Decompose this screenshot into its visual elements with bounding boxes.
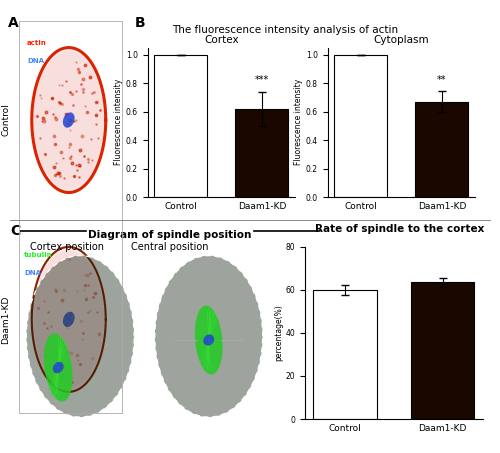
Bar	[154, 55, 207, 197]
Text: Central position: Central position	[131, 242, 209, 252]
Ellipse shape	[68, 119, 70, 121]
Polygon shape	[34, 251, 104, 388]
Y-axis label: Fluorescence intensity: Fluorescence intensity	[114, 79, 123, 165]
Ellipse shape	[26, 255, 134, 417]
Polygon shape	[32, 48, 106, 193]
Bar	[334, 55, 387, 197]
Text: C: C	[10, 224, 20, 238]
Polygon shape	[34, 51, 104, 189]
Y-axis label: Fluorescence intensity: Fluorescence intensity	[294, 79, 303, 165]
Title: Cortex: Cortex	[204, 35, 238, 45]
Ellipse shape	[57, 366, 59, 368]
Bar	[416, 101, 469, 197]
Ellipse shape	[54, 363, 57, 366]
Ellipse shape	[68, 318, 70, 321]
Bar	[236, 109, 288, 197]
Text: tubulin: tubulin	[24, 252, 52, 258]
Ellipse shape	[70, 312, 71, 316]
Text: ***: ***	[255, 75, 269, 85]
Ellipse shape	[208, 339, 210, 341]
Ellipse shape	[70, 112, 71, 117]
Ellipse shape	[65, 115, 67, 118]
Text: Control: Control	[2, 104, 11, 136]
Ellipse shape	[44, 333, 72, 402]
Ellipse shape	[53, 362, 64, 373]
Text: Daam1-KD: Daam1-KD	[2, 295, 11, 343]
Text: DNA: DNA	[27, 58, 44, 64]
Text: actin: actin	[27, 40, 47, 46]
Ellipse shape	[60, 368, 62, 372]
Ellipse shape	[204, 334, 214, 346]
Ellipse shape	[210, 341, 212, 345]
Text: Diagram of spindle position: Diagram of spindle position	[88, 230, 252, 240]
Ellipse shape	[63, 112, 74, 128]
Ellipse shape	[206, 336, 208, 339]
Text: Cortex position: Cortex position	[30, 242, 104, 252]
Text: The fluorescence intensity analysis of actin: The fluorescence intensity analysis of a…	[172, 25, 398, 35]
Text: A: A	[8, 16, 18, 30]
Ellipse shape	[66, 123, 68, 128]
Bar	[411, 282, 474, 419]
Ellipse shape	[63, 312, 74, 327]
Title: Cytoplasm: Cytoplasm	[374, 35, 429, 45]
Text: **: **	[437, 75, 446, 85]
Polygon shape	[32, 247, 106, 392]
Ellipse shape	[66, 323, 68, 327]
Bar	[313, 290, 376, 419]
Text: B: B	[135, 16, 145, 30]
Ellipse shape	[195, 305, 222, 375]
Ellipse shape	[70, 121, 72, 126]
Ellipse shape	[70, 321, 72, 325]
Text: DNA: DNA	[24, 270, 41, 276]
Ellipse shape	[65, 314, 67, 317]
Text: Rate of spindle to the cortex: Rate of spindle to the cortex	[316, 224, 484, 234]
Y-axis label: percentage(%): percentage(%)	[274, 304, 283, 361]
Ellipse shape	[155, 255, 262, 417]
